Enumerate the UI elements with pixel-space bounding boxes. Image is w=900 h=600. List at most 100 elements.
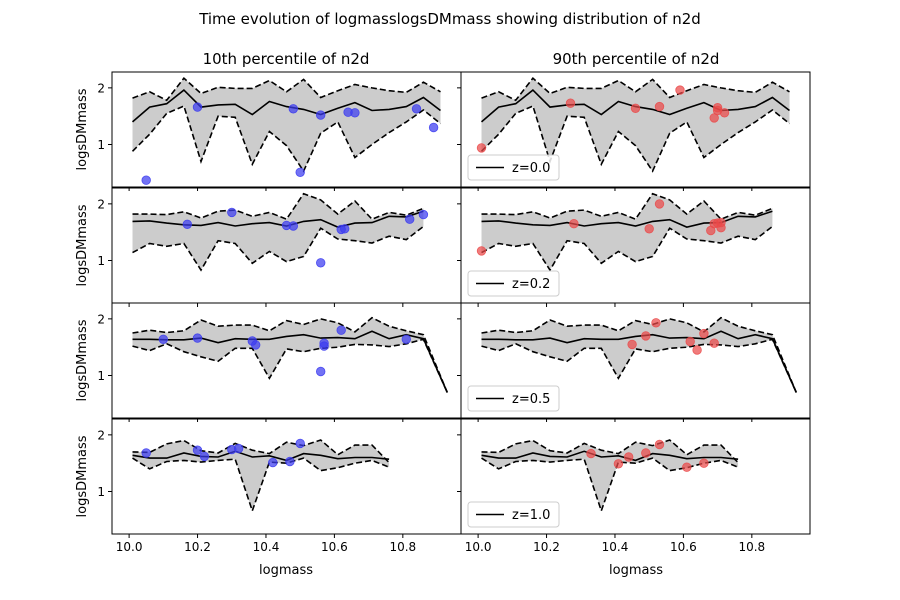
- high-percentile-point: [644, 224, 654, 234]
- x-tick-label: 10.4: [253, 540, 280, 554]
- upper-percentile-line: [481, 439, 739, 464]
- percentile-band: [481, 317, 797, 393]
- x-tick-label: 10.8: [738, 540, 765, 554]
- low-percentile-point: [418, 209, 429, 220]
- low-percentile-point: [268, 457, 278, 468]
- legend: z=0.2: [467, 270, 560, 297]
- x-tick-label: 10.0: [465, 540, 492, 554]
- panel-frame: [460, 71, 811, 188]
- low-percentile-point: [233, 443, 244, 454]
- x-axis-label-right: logmass: [609, 563, 663, 578]
- panel-r0-c1: z=0.0: [457, 71, 811, 191]
- panel-r1-c1: z=0.2: [457, 187, 811, 307]
- upper-percentile-line: [132, 77, 441, 102]
- high-percentile-point: [641, 448, 651, 458]
- low-percentile-point: [316, 366, 326, 377]
- high-percentile-point: [627, 339, 637, 350]
- legend-box: [467, 270, 560, 297]
- percentile-band: [481, 440, 739, 511]
- x-tick-label: 10.4: [602, 540, 629, 554]
- median-line: [131, 89, 441, 123]
- plot-area: [481, 439, 739, 514]
- panel-r3-c0: 1 2 10.0 10.2 10.4 10.6 10.8: [97, 418, 462, 554]
- high-percentile-point: [654, 101, 665, 112]
- low-percentile-point: [250, 340, 261, 350]
- median-line: [132, 210, 424, 228]
- high-percentile-point: [675, 85, 685, 95]
- plot-area: [476, 77, 790, 173]
- low-percentile-point: [141, 448, 151, 458]
- upper-percentile-line: [132, 192, 424, 221]
- high-percentile-point: [716, 222, 726, 233]
- legend-label: z=1.0: [512, 508, 550, 523]
- high-percentile-point: [699, 458, 709, 468]
- plot-area: [476, 192, 773, 272]
- low-percentile-point: [319, 338, 329, 348]
- lower-percentile-line: [132, 338, 449, 393]
- lower-percentile-line: [131, 104, 441, 173]
- high-percentile-point: [685, 336, 695, 347]
- panel-frame: [460, 302, 811, 419]
- upper-percentile-line: [132, 316, 449, 393]
- low-percentile-point: [192, 333, 203, 343]
- upper-percentile-line: [132, 439, 390, 464]
- y-axis-label: logsDMmass: [75, 88, 90, 170]
- low-percentile-point: [411, 104, 422, 114]
- low-percentile-point: [158, 334, 169, 345]
- low-percentile-point: [199, 451, 210, 462]
- lower-percentile-line: [481, 338, 798, 393]
- y-tick-label: 2: [97, 81, 105, 95]
- lower-percentile-line: [481, 457, 739, 514]
- plot-area: [132, 438, 390, 514]
- low-percentile-point: [192, 102, 203, 112]
- high-percentile-point: [641, 331, 651, 341]
- high-percentile-point: [654, 439, 665, 450]
- low-percentile-point: [405, 214, 415, 224]
- low-percentile-point: [316, 110, 326, 120]
- high-percentile-point: [569, 218, 579, 229]
- high-percentile-point: [651, 318, 661, 328]
- column-title-left: 10th percentile of n2d: [203, 50, 370, 68]
- low-percentile-point: [350, 108, 360, 118]
- low-percentile-point: [336, 325, 346, 335]
- plot-area: [132, 192, 429, 272]
- legend: z=0.5: [467, 385, 560, 412]
- median-line: [132, 330, 449, 393]
- high-percentile-point: [699, 328, 709, 339]
- legend-box: [467, 501, 560, 528]
- lower-percentile-line: [480, 104, 790, 173]
- percentile-band: [132, 440, 390, 511]
- median-line: [132, 450, 390, 462]
- high-percentile-point: [565, 98, 576, 108]
- percentile-band: [132, 78, 441, 172]
- y-tick-label: 1: [97, 485, 105, 499]
- low-percentile-point: [340, 224, 350, 234]
- low-percentile-point: [227, 207, 237, 218]
- high-percentile-point: [692, 345, 702, 355]
- legend: z=1.0: [467, 501, 560, 528]
- legend-label: z=0.0: [512, 161, 550, 176]
- column-title-right: 90th percentile of n2d: [553, 50, 720, 68]
- upper-percentile-line: [481, 316, 798, 393]
- lower-percentile-line: [132, 225, 424, 272]
- low-percentile-point: [316, 258, 326, 268]
- upper-percentile-line: [481, 77, 790, 102]
- percentile-band: [132, 193, 424, 271]
- upper-percentile-line: [481, 192, 773, 221]
- legend-box: [467, 385, 560, 412]
- panel-r2-c1: z=0.5: [457, 302, 811, 422]
- low-percentile-point: [288, 104, 299, 114]
- percentile-band: [481, 78, 790, 172]
- y-tick-label: 2: [97, 312, 105, 326]
- panel-frame: [460, 418, 811, 535]
- percentile-band: [481, 193, 773, 271]
- low-percentile-point: [401, 334, 412, 345]
- low-percentile-point: [428, 122, 439, 133]
- low-percentile-point: [288, 221, 299, 231]
- high-percentile-point: [476, 246, 487, 256]
- low-percentile-point: [295, 167, 305, 178]
- plot-area: [481, 316, 798, 393]
- y-axis-label: logsDMmass: [75, 319, 90, 401]
- high-percentile-point: [682, 462, 692, 472]
